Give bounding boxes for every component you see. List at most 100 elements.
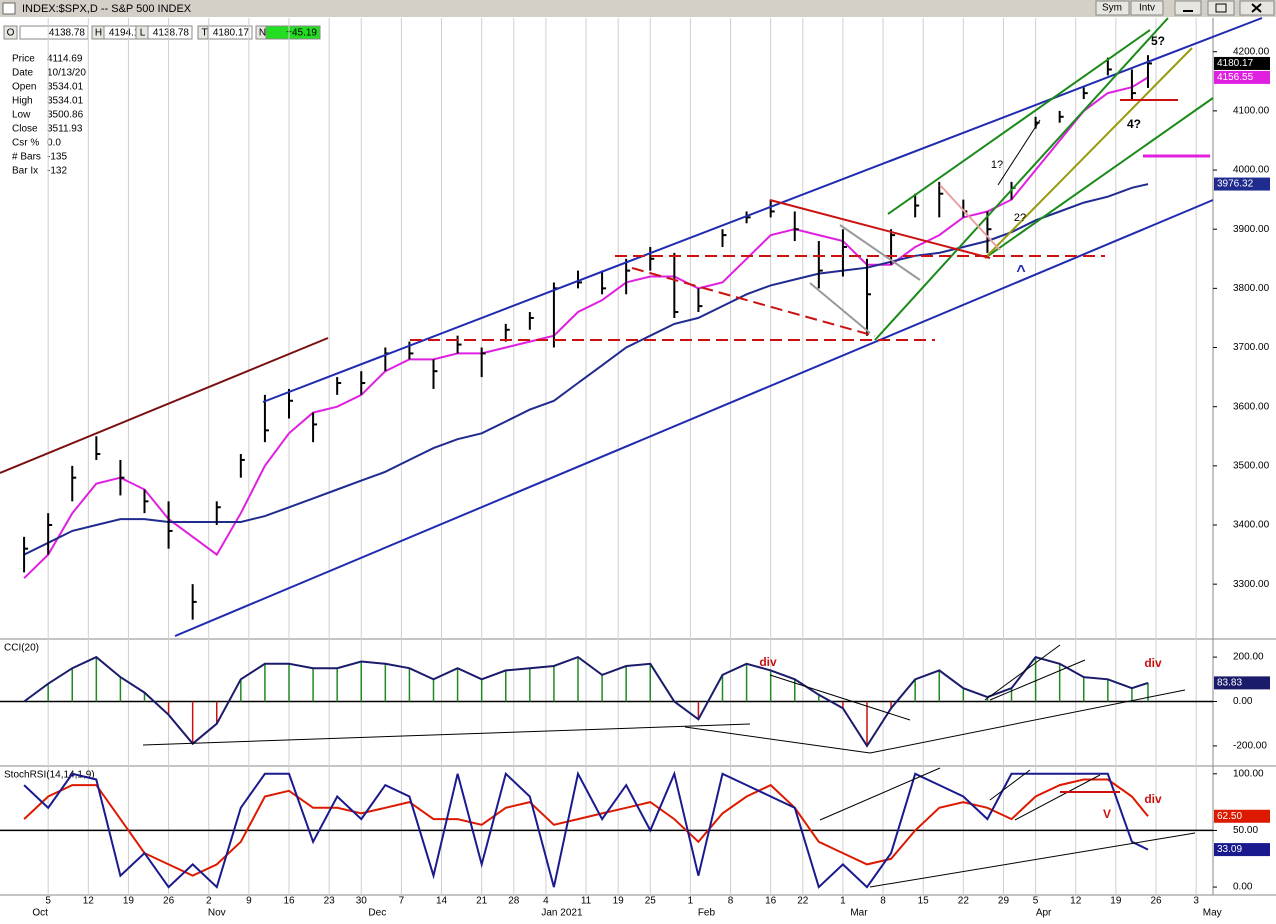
marker-label: ^ <box>1016 263 1025 280</box>
month-label: Oct <box>32 908 48 919</box>
last-value-box <box>1214 70 1270 84</box>
info-key: Open <box>12 82 36 93</box>
x-tick-label: 26 <box>1150 896 1162 907</box>
y-tick-label: 4000.00 <box>1233 165 1270 176</box>
sym-label[interactable]: Sym <box>1102 3 1122 14</box>
trendline <box>631 267 876 337</box>
series-line <box>23 770 1149 889</box>
y-tick-label: 100.00 <box>1233 768 1264 779</box>
panel-title: StochRSI(14,14,1,9) <box>4 770 95 781</box>
y-tick-label: 50.00 <box>1233 825 1258 836</box>
info-value: -132 <box>47 166 67 177</box>
last-value-box <box>1214 56 1270 70</box>
x-tick-label: 16 <box>283 896 295 907</box>
trendline <box>839 224 921 281</box>
sym-button[interactable] <box>1095 0 1130 16</box>
trendline <box>809 282 871 334</box>
y-tick-label: 3700.00 <box>1233 342 1270 353</box>
y-tick-label: 0.00 <box>1233 696 1253 707</box>
info-box: Price 4114.69 Date 10/13/20 Open 3534.01 High 3… <box>12 54 86 177</box>
x-tick-label: 19 <box>123 896 135 907</box>
window-title: INDEX:$SPX,D -- S&P 500 INDEX <box>22 3 192 15</box>
trendline <box>984 97 1214 259</box>
x-tick-label: 12 <box>1070 896 1082 907</box>
wave-label: 4? <box>1127 117 1141 131</box>
wave-label: 2? <box>1014 212 1026 224</box>
header-value-box <box>147 25 193 40</box>
intv-label[interactable]: Intv <box>1139 3 1155 14</box>
x-tick-label: 14 <box>436 896 448 907</box>
y-tick-label: 4200.00 <box>1233 46 1270 57</box>
series-line <box>23 76 1149 579</box>
month-label: Nov <box>208 908 226 919</box>
divergence-label: div <box>1144 656 1162 670</box>
x-tick-label: 29 <box>998 896 1010 907</box>
header-value: 4138.78 <box>153 28 190 39</box>
info-value: 10/13/20 <box>47 68 86 79</box>
month-label: Dec <box>368 908 386 919</box>
last-value-label: 4156.55 <box>1217 72 1254 83</box>
series-line <box>23 183 1149 556</box>
x-tick-label: 5 <box>1033 896 1039 907</box>
y-tick-label: 3800.00 <box>1233 283 1270 294</box>
last-value-label: 83.83 <box>1217 678 1242 689</box>
divergence-label: div <box>1144 792 1162 806</box>
header-key-box <box>3 25 18 40</box>
x-tick-label: 23 <box>324 896 336 907</box>
y-tick-label: 200.00 <box>1233 652 1264 663</box>
header-key: T <box>201 28 207 39</box>
trendline <box>869 689 1186 754</box>
trendline <box>874 17 1169 341</box>
x-tick-label: 22 <box>797 896 809 907</box>
trendline <box>262 17 1263 403</box>
x-tick-label: 12 <box>83 896 95 907</box>
divergence-label: div <box>759 655 777 669</box>
y-tick-label: 3900.00 <box>1233 224 1270 235</box>
trendline <box>769 674 911 721</box>
trendline <box>984 644 1061 701</box>
trendline <box>142 723 751 746</box>
y-tick-label: 3300.00 <box>1233 579 1270 590</box>
wave-label: 5? <box>1151 34 1165 48</box>
y-tick-label: 3500.00 <box>1233 460 1270 471</box>
x-tick-label: 2 <box>206 896 212 907</box>
trendline <box>174 199 1214 637</box>
minimize-button[interactable] <box>1174 0 1202 16</box>
x-tick-label: 15 <box>918 896 930 907</box>
maximize-button[interactable] <box>1207 0 1235 16</box>
header-key: O <box>7 28 15 39</box>
info-value: 3500.86 <box>47 110 84 121</box>
month-label: Mar <box>850 908 868 919</box>
last-value-box <box>1214 809 1270 823</box>
x-tick-label: 25 <box>645 896 657 907</box>
trendline <box>0 337 329 474</box>
header-value: 4194.17 <box>109 28 146 39</box>
header-value: 4180.17 <box>213 28 250 39</box>
trendline <box>997 119 1041 186</box>
x-tick-label: 30 <box>356 896 368 907</box>
x-tick-label: 7 <box>399 896 405 907</box>
month-label: Feb <box>698 908 716 919</box>
trendlines <box>0 17 1263 888</box>
x-tick-label: 8 <box>728 896 734 907</box>
intv-button[interactable] <box>1130 0 1164 16</box>
trendline <box>684 726 871 754</box>
info-key: Close <box>12 124 38 135</box>
header-value: 4138.78 <box>49 28 86 39</box>
x-tick-label: 26 <box>163 896 175 907</box>
info-value: 3534.01 <box>47 82 84 93</box>
month-label: May <box>1203 908 1222 919</box>
header-key: N <box>259 28 266 39</box>
header-key: H <box>95 28 102 39</box>
info-value: 3511.93 <box>47 124 83 135</box>
trendline <box>887 29 1151 215</box>
info-key: Price <box>12 54 35 65</box>
x-tick-label: 1 <box>840 896 846 907</box>
last-value-box <box>1214 676 1270 690</box>
x-tick-label: 28 <box>508 896 520 907</box>
x-tick-label: 4 <box>543 896 549 907</box>
x-tick-label: 5 <box>45 896 51 907</box>
cci-line <box>23 655 1149 748</box>
wave-label: 1? <box>991 159 1003 171</box>
